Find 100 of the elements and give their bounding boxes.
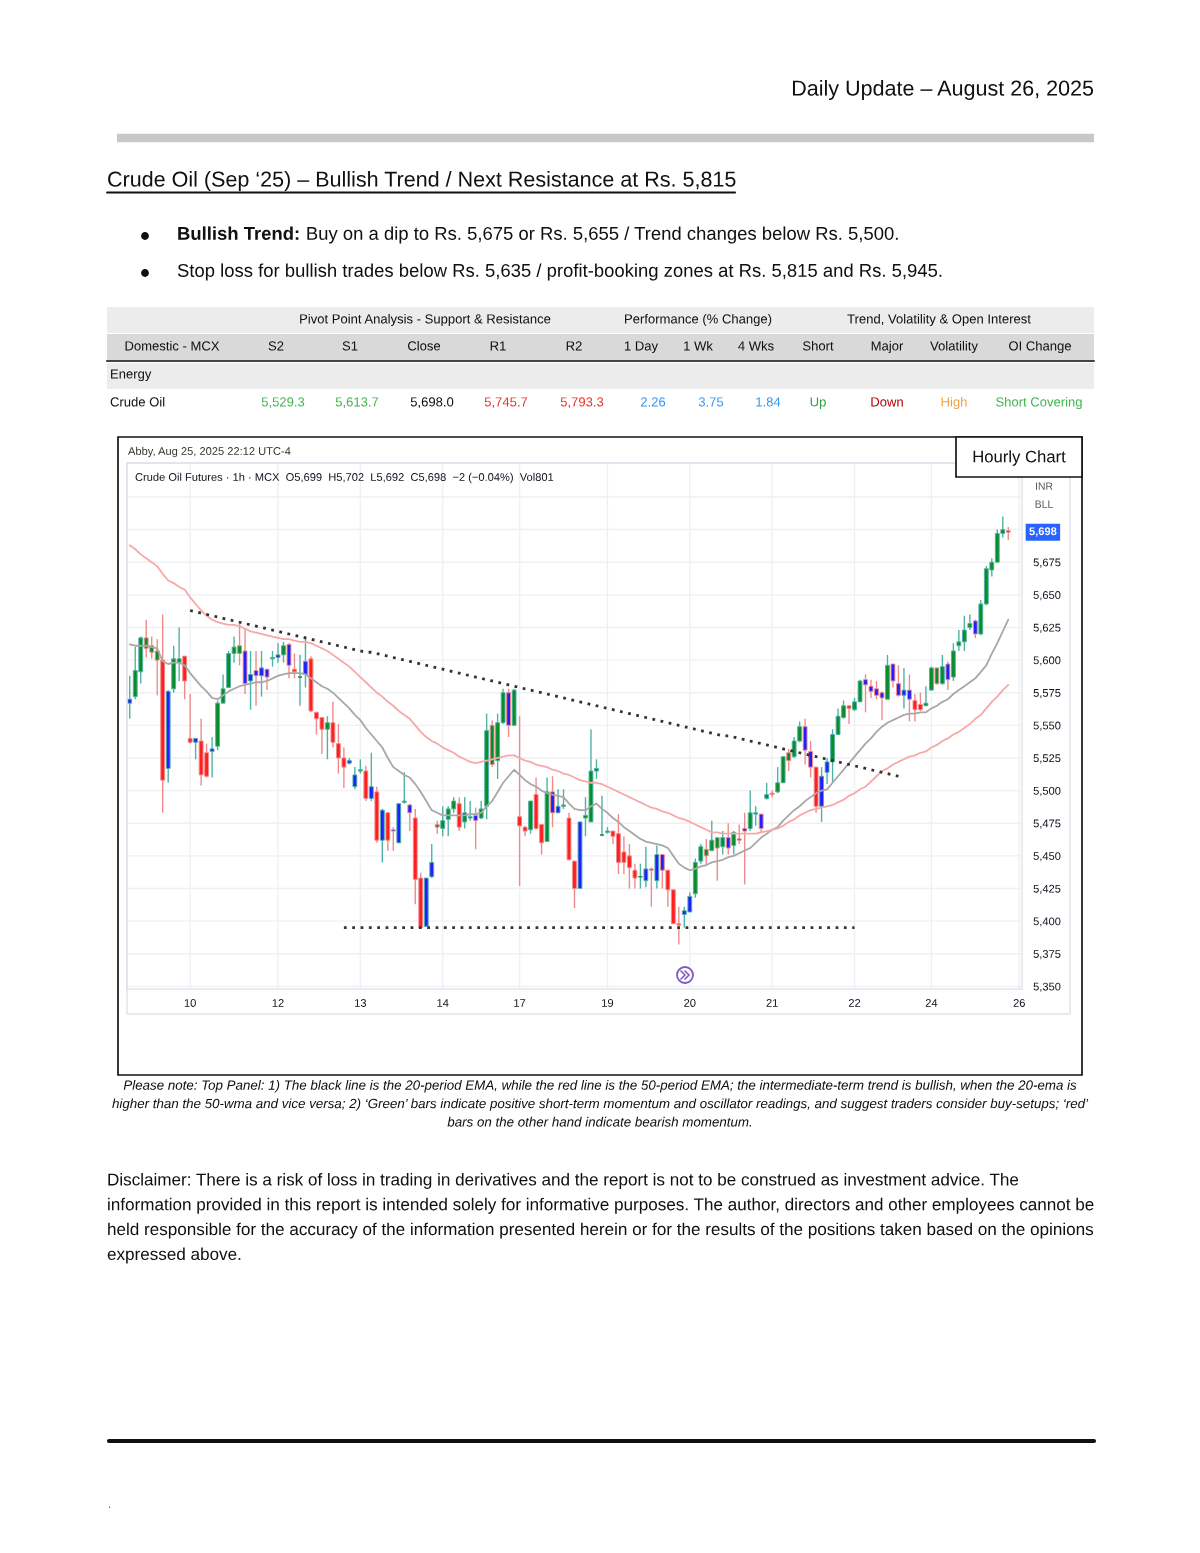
text: INR — [1035, 482, 1053, 490]
x-tick-label: 26 — [1013, 999, 1025, 1007]
candlestick — [352, 766, 358, 790]
y-tick-label: 5,500 — [1033, 786, 1061, 797]
text: High — [941, 396, 967, 410]
y-tick-label: 5,550 — [1033, 721, 1061, 731]
category-label: 1 Wk — [684, 340, 713, 351]
x-tick-label: 22 — [848, 999, 861, 1007]
candlestick — [923, 685, 929, 707]
candlestick — [330, 701, 336, 749]
candlestick — [297, 654, 303, 707]
candlestick — [286, 642, 292, 680]
candlestick — [648, 866, 654, 908]
y-tick-label: 5,425 — [1033, 884, 1061, 894]
category-label: 4 Wks — [738, 340, 774, 351]
candlestick — [517, 715, 522, 887]
x-tick-label: 21 — [766, 999, 778, 1007]
y-tick-label: 5,375 — [1033, 950, 1061, 960]
text: 5,793.3 — [560, 397, 604, 409]
text: . — [109, 1506, 111, 1508]
y-tick-label: 5,650 — [1033, 591, 1061, 601]
x-tick-label: 14 — [437, 999, 449, 1007]
category-label: Short — [802, 340, 834, 351]
x-tick-label: 24 — [925, 999, 938, 1007]
text: Down — [871, 397, 903, 407]
x-tick-label: 12 — [272, 999, 284, 1007]
candlestick — [758, 813, 764, 834]
candlestick — [725, 822, 731, 856]
y-tick-label: 5,400 — [1033, 917, 1061, 927]
text: 5,698 — [1029, 527, 1057, 537]
line-series — [128, 618, 1010, 872]
chart-title: Hourly Chart — [973, 450, 1066, 466]
text: Buy on a dip to Rs. 5,675 or Rs. 5,655 / Trend changes below Rs. 5,500. — [307, 226, 898, 244]
x-tick-label: 20 — [684, 999, 696, 1007]
text: Daily Update – August 26, 2025 — [792, 79, 1094, 101]
category-label: OI Change — [1009, 340, 1071, 354]
x-tick-label: 19 — [602, 999, 614, 1007]
text: Abby, Aug 25, 2025 22:12 UTC-4 — [128, 446, 291, 458]
text: 1.84 — [756, 397, 781, 407]
category-label: S2 — [268, 341, 284, 351]
text: Crude Oil Futures · 1h · MCX O5,699 H5,702 L5,692 C5,698 −2 (−0.04%) Vol801 — [135, 472, 554, 484]
line-series — [188, 609, 900, 778]
text: 2.26 — [640, 397, 666, 407]
candlestick — [945, 660, 951, 691]
candlestick — [890, 663, 896, 689]
x-tick-label: 10 — [184, 999, 196, 1007]
category-label: Close — [407, 340, 441, 351]
candlestick — [325, 715, 330, 760]
category-label: Major — [871, 340, 904, 354]
text: 5,613.7 — [335, 397, 379, 409]
candlestick — [742, 812, 748, 886]
text: Disclaimer: There is a risk of loss in trading in derivatives and the report is not to be construed as investment advice. The information provided in this report is intended solely for informative purposes. The author, directors and other employees cannot be held responsible for the accuracy of the information presented herein or for the results of the positions taken based on the opinions expressed above. — [107, 1173, 1094, 1264]
category-label: R1 — [490, 341, 506, 351]
candlestick — [967, 613, 973, 631]
category-label: 1 Day — [624, 341, 659, 354]
candlestick — [209, 736, 215, 779]
candlestick — [473, 806, 479, 851]
text: 3.75 — [698, 397, 724, 407]
candlestick — [599, 795, 605, 837]
text: Short Covering — [996, 396, 1082, 410]
y-tick-label: 5,675 — [1033, 558, 1061, 568]
candlestick — [736, 823, 742, 845]
text: Crude Oil (Sep ‘25) – Bullish Trend / Next Resistance at Rs. 5,815 — [108, 170, 736, 192]
candlestick — [429, 843, 435, 879]
candlestick — [368, 752, 374, 802]
candlestick — [193, 737, 199, 760]
text: Energy — [111, 369, 152, 382]
category-label: S1 — [342, 341, 358, 351]
y-tick-label: 5,350 — [1033, 982, 1061, 992]
candlestick — [863, 673, 868, 713]
text: Performance (% Change) — [625, 313, 772, 327]
y-tick-label: 5,450 — [1033, 852, 1061, 862]
y-tick-label: 5,525 — [1033, 754, 1061, 764]
candlestick — [292, 652, 297, 680]
y-tick-label: 5,625 — [1033, 623, 1061, 633]
text: Bullish Trend: — [178, 226, 299, 240]
text: Trend, Volatility & Open Interest — [847, 313, 1031, 327]
category-label: Volatility — [930, 340, 978, 354]
text: 5,529.3 — [261, 397, 305, 409]
candlestick — [407, 802, 413, 832]
text: Up — [810, 397, 826, 410]
x-tick-label: 13 — [355, 999, 367, 1007]
candlestick — [802, 718, 808, 766]
text: Crude Oil — [110, 396, 165, 407]
x-tick-label: 17 — [514, 999, 526, 1007]
text: 5,698.0 — [410, 397, 454, 409]
candlestick — [456, 796, 462, 832]
candlestick — [632, 863, 638, 890]
category-label: R2 — [566, 341, 582, 351]
text: Stop loss for bullish trades below Rs. 5,635 / profit-booking zones at Rs. 5,815 and Rs. 5,945. — [177, 263, 942, 281]
y-tick-label: 5,475 — [1033, 819, 1061, 829]
candlestick — [187, 693, 193, 745]
y-tick-label: 5,600 — [1033, 656, 1061, 666]
text: 5,745.7 — [484, 397, 528, 409]
category-label: Domestic - MCX — [125, 340, 220, 351]
y-tick-label: 5,575 — [1033, 689, 1061, 699]
candlestick — [401, 771, 407, 805]
candlestick — [643, 846, 649, 888]
text: BLL — [1035, 500, 1053, 508]
text: Please note: Top Panel: 1) The black line is the 20-period EMA, while the red line is the 50-period EMA; the intermediate-term trend is bullish, when the 20-ema is higher than the 50-wma and vice versa; 2) ‘Green’ bars indicate positive short-term momentum and oscillator readings, and suggest traders consider buy-setups; ‘red’ bars on the other hand indicate bearish momentum. — [112, 1080, 1089, 1127]
